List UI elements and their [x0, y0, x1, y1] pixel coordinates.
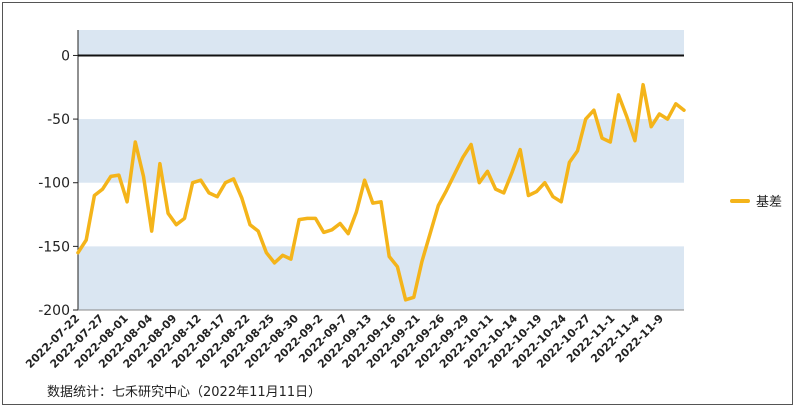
data-point — [290, 258, 292, 260]
data-point — [421, 260, 423, 263]
data-point — [347, 232, 350, 235]
data-point — [339, 222, 341, 225]
data-point — [85, 239, 87, 241]
data-point — [77, 251, 79, 254]
data-point — [486, 170, 489, 173]
line-chart: 0 -50 -100 -150 -200 2022-07-222022-07-27202… — [23, 30, 686, 371]
data-point — [634, 139, 636, 142]
data-point — [445, 189, 448, 192]
data-point — [126, 201, 128, 203]
data-point — [240, 197, 243, 199]
data-point — [273, 262, 276, 264]
data-point — [560, 201, 562, 203]
data-point — [601, 137, 603, 139]
data-point — [535, 190, 538, 193]
data-point — [437, 204, 440, 207]
legend-label: 基差 — [756, 195, 783, 210]
data-point — [675, 103, 677, 105]
data-point — [568, 161, 571, 164]
data-point — [224, 181, 227, 184]
data-point — [298, 218, 300, 221]
data-point — [93, 194, 96, 197]
data-point — [372, 202, 374, 204]
data-point — [208, 192, 210, 194]
data-point — [429, 232, 431, 235]
y-tick-label: -150 — [38, 239, 70, 255]
data-point — [609, 141, 612, 143]
data-point — [462, 156, 464, 159]
chart-frame: 0 -50 -100 -150 -200 2022-07-22 2022-07-27 202… — [2, 2, 793, 405]
data-point — [167, 212, 169, 215]
series-group — [76, 82, 686, 302]
plot-bands — [78, 30, 684, 310]
data-point — [200, 179, 202, 181]
data-point — [216, 195, 219, 198]
data-point — [175, 223, 178, 226]
data-point — [388, 255, 390, 258]
data-point — [527, 194, 530, 197]
data-point — [503, 192, 505, 194]
data-point — [412, 296, 415, 299]
data-point — [470, 143, 472, 146]
data-point — [617, 94, 620, 96]
data-point — [183, 217, 186, 220]
data-point — [257, 230, 259, 232]
source-footnote: 数据统计：七禾研究中心（2022年11月11日） — [47, 385, 322, 400]
data-point — [658, 113, 661, 115]
data-point — [683, 109, 685, 111]
data-point — [331, 229, 333, 231]
legend-swatch — [730, 198, 750, 203]
data-point — [363, 179, 366, 181]
data-point — [593, 109, 595, 111]
data-point — [159, 162, 161, 165]
plot-band — [78, 246, 684, 310]
data-point — [666, 118, 669, 120]
data-point — [494, 188, 497, 190]
y-axis: 0 -50 -100 -150 -200 — [38, 30, 684, 319]
data-point — [584, 118, 587, 120]
data-point — [306, 217, 309, 220]
data-point — [380, 201, 382, 203]
data-point — [191, 181, 194, 184]
data-point — [478, 181, 481, 184]
data-point — [576, 150, 579, 152]
plot-band — [78, 30, 684, 56]
data-point — [142, 175, 145, 178]
data-point — [453, 173, 456, 175]
y-tick-label: -50 — [47, 112, 70, 128]
data-point — [519, 148, 522, 151]
data-point — [322, 231, 325, 234]
data-point — [642, 83, 644, 86]
data-point — [396, 265, 399, 268]
data-point — [543, 181, 546, 184]
data-point — [150, 230, 153, 232]
data-point — [232, 178, 235, 180]
x-axis: 2022-07-222022-07-272022-08-012022-08-04… — [23, 312, 666, 371]
y-tick-label: -100 — [38, 176, 70, 192]
legend: 基差 — [730, 191, 782, 210]
data-point — [650, 125, 653, 128]
data-point — [134, 141, 137, 143]
data-point — [109, 175, 112, 178]
data-point — [265, 251, 268, 254]
data-point — [281, 254, 284, 257]
data-point — [625, 115, 628, 118]
data-point — [249, 223, 251, 226]
plot-band — [78, 119, 684, 183]
data-point — [314, 217, 317, 220]
data-point — [511, 171, 513, 174]
data-point — [355, 211, 358, 213]
y-tick-label: 0 — [61, 48, 70, 64]
data-point — [101, 188, 104, 190]
data-point — [404, 299, 407, 301]
y-tick-label: -200 — [38, 303, 70, 319]
data-point — [118, 174, 120, 176]
data-point — [552, 195, 554, 198]
